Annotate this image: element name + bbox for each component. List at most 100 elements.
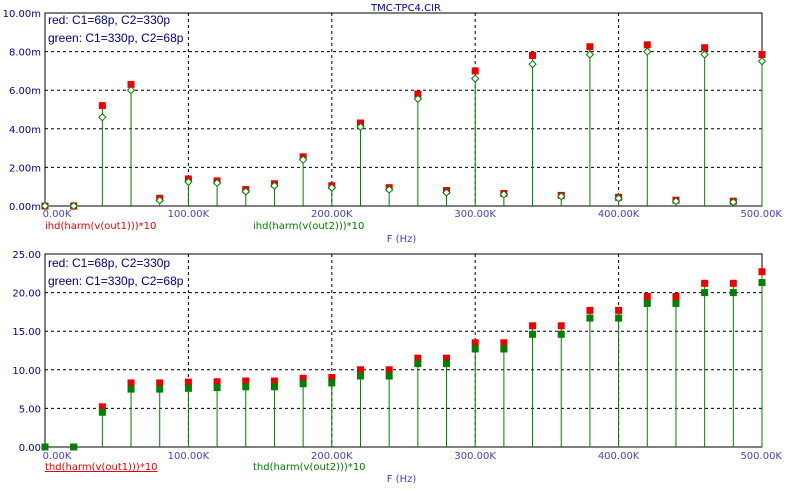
data-point-diamond [671, 196, 681, 206]
data-point [729, 289, 737, 297]
data-point-diamond [700, 50, 709, 59]
data-point [299, 380, 307, 388]
data-point [127, 80, 135, 88]
data-point [643, 41, 651, 49]
data-point [701, 44, 709, 52]
data-point-diamond [413, 94, 423, 104]
data-point [127, 385, 135, 393]
x-tick-label: 400.00K [598, 451, 640, 462]
y-tick-label: 4.00m [9, 125, 41, 136]
data-point [299, 374, 307, 382]
data-point-diamond [184, 177, 193, 187]
data-point-diamond [585, 50, 595, 59]
series-red-markers [41, 41, 766, 210]
y-tick-label: 25.00 [12, 250, 41, 261]
y-tick-label: 5.00 [19, 404, 41, 415]
x-tick-label: 200.00K [311, 451, 353, 462]
chart-title: TMC-TPC4.CIR [370, 3, 441, 14]
data-point-diamond [212, 178, 222, 188]
x-tick-label: 0.00K [43, 209, 72, 220]
data-point [385, 372, 393, 380]
data-point-diamond [298, 155, 308, 164]
data-point [586, 306, 594, 314]
data-point-diamond [40, 201, 50, 211]
data-point [701, 289, 709, 297]
y-tick-label: 0.00 [19, 443, 41, 454]
data-point [529, 322, 537, 330]
y-tick-label: 2.00m [9, 163, 41, 174]
chart-panel-1: 0.00m 2.00m 4.00m 6.00m 8.00m 10.00m 0.00K 100.… [3, 9, 783, 245]
trace-label-green: ihd(harm(v(out2)))*10 [253, 221, 364, 232]
data-point-diamond [528, 59, 537, 69]
legend-entry: red: C1=68p, C2=330p [48, 13, 170, 27]
data-point [500, 345, 508, 353]
data-point-diamond [557, 192, 566, 201]
data-point [586, 43, 594, 51]
data-point [729, 279, 737, 287]
data-point [758, 50, 766, 58]
data-point-diamond [69, 201, 78, 211]
data-point [414, 360, 422, 368]
data-point [385, 366, 393, 374]
data-point [213, 378, 221, 386]
data-point [758, 279, 766, 287]
data-point [443, 360, 451, 368]
data-point [672, 299, 680, 307]
data-point-diamond [98, 113, 107, 122]
data-point [471, 67, 479, 75]
data-point [242, 377, 250, 385]
data-point [156, 379, 164, 387]
x-tick-label: 200.00K [311, 209, 353, 220]
x-tick-label: 100.00K [168, 209, 210, 220]
series-green-markers [40, 47, 767, 211]
x-axis-label: F (Hz) [387, 474, 417, 485]
y-tick-label: 10.00m [3, 9, 41, 20]
series-red-markers [41, 268, 766, 451]
x-axis-label: F (Hz) [387, 234, 417, 245]
x-tick-label: 100.00K [168, 451, 210, 462]
data-point-diamond [270, 181, 279, 190]
data-point [98, 408, 106, 416]
data-point [500, 339, 508, 347]
data-point [643, 299, 651, 307]
data-point [270, 377, 278, 385]
data-point [557, 322, 565, 330]
data-point [70, 443, 78, 451]
data-point-diamond [470, 74, 480, 83]
data-point [98, 102, 106, 110]
data-point [615, 306, 623, 314]
data-point-diamond [729, 197, 738, 207]
data-point-diamond [126, 85, 136, 95]
data-point [356, 372, 364, 380]
trace-label-red: thd(harm(v(out1)))*10 [45, 462, 158, 473]
data-point-diamond [384, 185, 394, 194]
data-point [471, 339, 479, 347]
data-point [184, 378, 192, 386]
data-point [443, 354, 451, 362]
data-point [270, 383, 278, 391]
chart-panel-2: 0.00 5.00 10.00 15.00 20.00 25.00 0.00K 100.00K… [12, 250, 782, 485]
data-point [414, 90, 422, 98]
data-point [127, 379, 135, 387]
data-point-diamond [327, 183, 337, 192]
data-point [213, 384, 221, 392]
data-point [98, 403, 106, 411]
data-point-diamond [356, 122, 365, 132]
data-point [529, 330, 537, 338]
data-point [615, 314, 623, 322]
data-point [557, 330, 565, 338]
x-tick-label: 300.00K [454, 451, 496, 462]
data-point [356, 366, 364, 374]
data-point-diamond [442, 188, 451, 197]
y-tick-label: 10.00 [12, 366, 41, 377]
data-point [758, 268, 766, 276]
data-point [529, 51, 537, 59]
legend-entry: green: C1=330p, C2=68p [48, 31, 184, 45]
data-point [328, 379, 336, 387]
data-point [701, 279, 709, 287]
x-tick-label: 0.00K [43, 451, 72, 462]
data-point [643, 292, 651, 300]
data-point [471, 345, 479, 353]
data-point [672, 292, 680, 300]
